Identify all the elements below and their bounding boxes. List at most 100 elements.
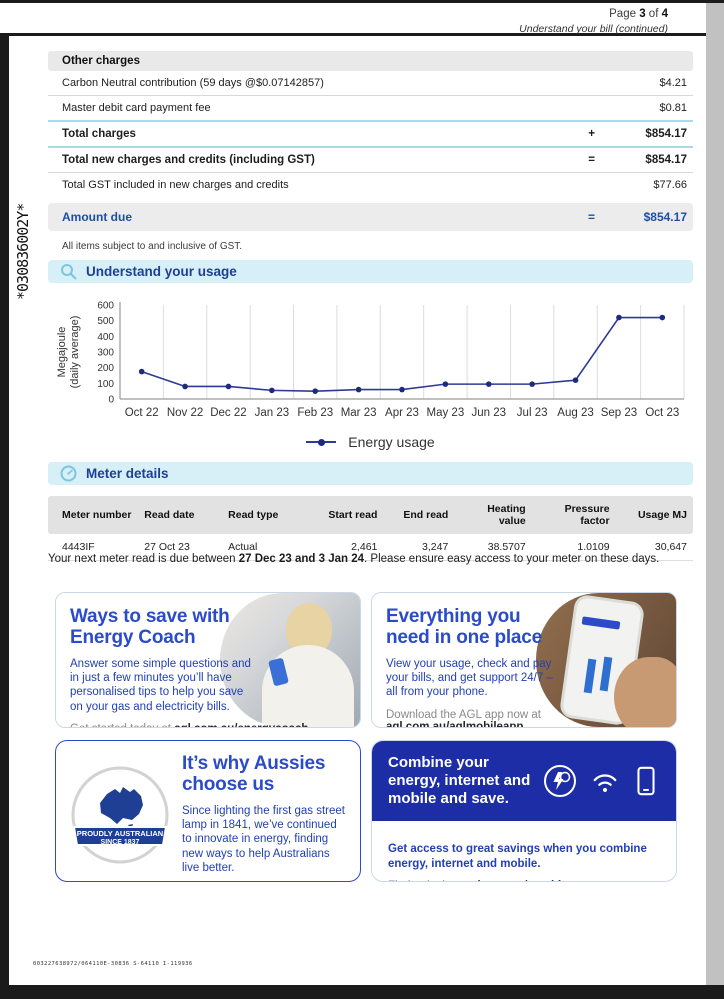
energy-coach-link[interactable]: agl.com.au/energycoach: [174, 723, 308, 727]
total-new-charges-amount: $854.17: [645, 154, 687, 166]
total-gst-row: Total GST included in new charges and cr…: [48, 173, 693, 197]
svg-text:500: 500: [97, 316, 114, 327]
charge-label: Carbon Neutral contribution (59 days @$0…: [62, 77, 324, 89]
usage-mj-value: 30,647: [615, 534, 693, 561]
other-charges-header: Other charges: [48, 51, 693, 71]
col-heating-value: Heating value: [487, 503, 526, 527]
equals-operator: =: [587, 210, 595, 224]
col-read-date: Read date: [144, 509, 195, 521]
svg-text:SINCE 1837: SINCE 1837: [101, 839, 140, 846]
energy-coach-body: Answer some simple questions and in just…: [70, 657, 251, 713]
amount-due-label: Amount due: [62, 210, 132, 224]
energy-coach-text: Ways to save with Energy Coach Answer so…: [56, 593, 308, 727]
meter-section-title: Meter details: [86, 466, 169, 481]
agl-app-text: Everything you need in one place View yo…: [372, 593, 554, 728]
next-meter-read-note: Your next meter read is due between 27 D…: [48, 553, 660, 565]
svg-text:Mar 23: Mar 23: [341, 407, 377, 419]
svg-text:Oct 23: Oct 23: [645, 407, 679, 419]
scan-frame-left: [0, 33, 9, 986]
header-subtitle: Understand your bill (continued): [519, 23, 668, 35]
usage-section-title: Understand your usage: [86, 264, 237, 279]
choose-us-body: Since lighting the first gas street lamp…: [182, 804, 345, 875]
magnifier-icon: [61, 264, 77, 280]
scan-frame-top: [0, 0, 724, 3]
page-indicator: Page 3 of 4: [609, 8, 668, 20]
svg-text:Aug 23: Aug 23: [557, 407, 593, 419]
col-end-read: End read: [403, 509, 449, 521]
svg-text:400: 400: [97, 332, 114, 343]
other-charges-section: Other charges Carbon Neutral contributio…: [48, 51, 693, 252]
svg-text:600: 600: [97, 301, 114, 312]
energy-coach-cta: Get started today at agl.com.au/energyco…: [70, 723, 330, 727]
combine-link[interactable]: agl.com.au/combine: [464, 880, 575, 881]
agl-app-title: Everything you need in one place: [386, 606, 543, 649]
combine-text: Get access to great savings when you com…: [372, 821, 676, 881]
footer-print-code: 003227638972/064110E-30836 S-64110 I-119…: [33, 961, 193, 967]
pressure-factor-value: 1.0109: [531, 534, 616, 561]
choose-us-card: PROUDLY AUSTRALIAN SINCE 1837 It’s why A…: [55, 740, 361, 882]
end-read-value: 3,247: [383, 534, 455, 561]
agl-app-card: Everything you need in one place View yo…: [371, 592, 677, 728]
page-header: Page 3 of 4 Understand your bill (contin…: [519, 8, 668, 35]
energy-coach-photo: [220, 593, 360, 727]
svg-text:Sep 23: Sep 23: [601, 407, 637, 419]
proudly-australian-badge: PROUDLY AUSTRALIAN SINCE 1837: [70, 765, 170, 870]
combine-cta: Find a deal at: agl.com.au/combine: [388, 880, 660, 881]
total-gst-amount: $77.66: [653, 179, 687, 191]
chart-legend: Energy usage: [48, 434, 693, 450]
usage-section-header: Understand your usage: [48, 260, 693, 283]
svg-text:Jan 23: Jan 23: [255, 407, 290, 419]
combine-body: Get access to great savings when you com…: [388, 843, 647, 870]
svg-text:PROUDLY AUSTRALIAN: PROUDLY AUSTRALIAN: [77, 829, 163, 838]
combine-icons: [542, 763, 660, 799]
svg-text:Apr 23: Apr 23: [385, 407, 419, 419]
combine-banner: Combine your energy, internet and mobile…: [372, 741, 676, 821]
svg-text:200: 200: [97, 363, 114, 374]
mobile-icon: [637, 766, 655, 796]
document-reference-code: *030836002Y*: [14, 203, 32, 300]
total-charges-amount: $854.17: [645, 128, 687, 140]
meter-number-value: 4443IF: [48, 534, 139, 561]
total-new-charges-row: Total new charges and credits (including…: [48, 148, 693, 173]
meter-table-header-row: Meter number Read date Read type Start r…: [48, 496, 693, 534]
plus-operator: +: [588, 128, 595, 140]
meter-section-header: Meter details: [48, 462, 693, 485]
legend-label: Energy usage: [348, 434, 435, 450]
energy-coach-title: Ways to save with Energy Coach: [70, 606, 230, 649]
agl-app-photo: [536, 593, 676, 727]
usage-chart: 0 100 200 300 400 500 600 Megajoule (daily avera…: [50, 298, 695, 428]
svg-text:Oct 22: Oct 22: [125, 407, 159, 419]
total-charges-label: Total charges: [62, 128, 136, 140]
svg-text:Jun 23: Jun 23: [472, 407, 507, 419]
gauge-icon: [60, 465, 77, 482]
total-gst-label: Total GST included in new charges and cr…: [62, 179, 289, 191]
combine-title: Combine your energy, internet and mobile…: [388, 754, 531, 807]
svg-text:300: 300: [97, 348, 114, 359]
charge-row-debit-fee: Master debit card payment fee $0.81: [48, 96, 693, 122]
col-usage-mj: Usage MJ: [637, 509, 687, 521]
svg-text:Feb 23: Feb 23: [297, 407, 333, 419]
usage-chart-svg: 0 100 200 300 400 500 600 Megajoule (daily avera…: [56, 301, 685, 419]
charge-amount: $4.21: [659, 77, 687, 89]
meter-table-row: 4443IF 27 Oct 23 Actual 2,461 3,247 38.5…: [48, 534, 693, 561]
meter-details-table: Meter number Read date Read type Start r…: [48, 496, 693, 561]
col-meter-number: Meter number: [62, 509, 132, 521]
charge-row-carbon-neutral: Carbon Neutral contribution (59 days @$0…: [48, 71, 693, 96]
total-charges-row: Total charges + $854.17: [48, 122, 693, 148]
legend-line-swatch: [306, 438, 337, 446]
svg-text:0: 0: [108, 395, 114, 406]
charge-label: Master debit card payment fee: [62, 102, 211, 114]
agl-app-link[interactable]: agl.com.au/aglmobileapp: [386, 720, 524, 728]
col-pressure-factor: Pressure factor: [564, 503, 610, 527]
energy-icon: [544, 765, 576, 797]
scan-frame-line: [0, 33, 724, 36]
heating-value-value: 38.5707: [454, 534, 532, 561]
next-read-dates: 27 Dec 23 and 3 Jan 24: [238, 553, 365, 565]
total-new-charges-label: Total new charges and credits (including…: [62, 154, 315, 166]
choose-us-text: It’s why Aussies choose us Since lightin…: [182, 741, 360, 881]
col-start-read: Start read: [328, 509, 378, 521]
svg-text:(daily average): (daily average): [69, 316, 81, 389]
svg-text:Dec 22: Dec 22: [210, 407, 246, 419]
svg-text:100: 100: [97, 379, 114, 390]
